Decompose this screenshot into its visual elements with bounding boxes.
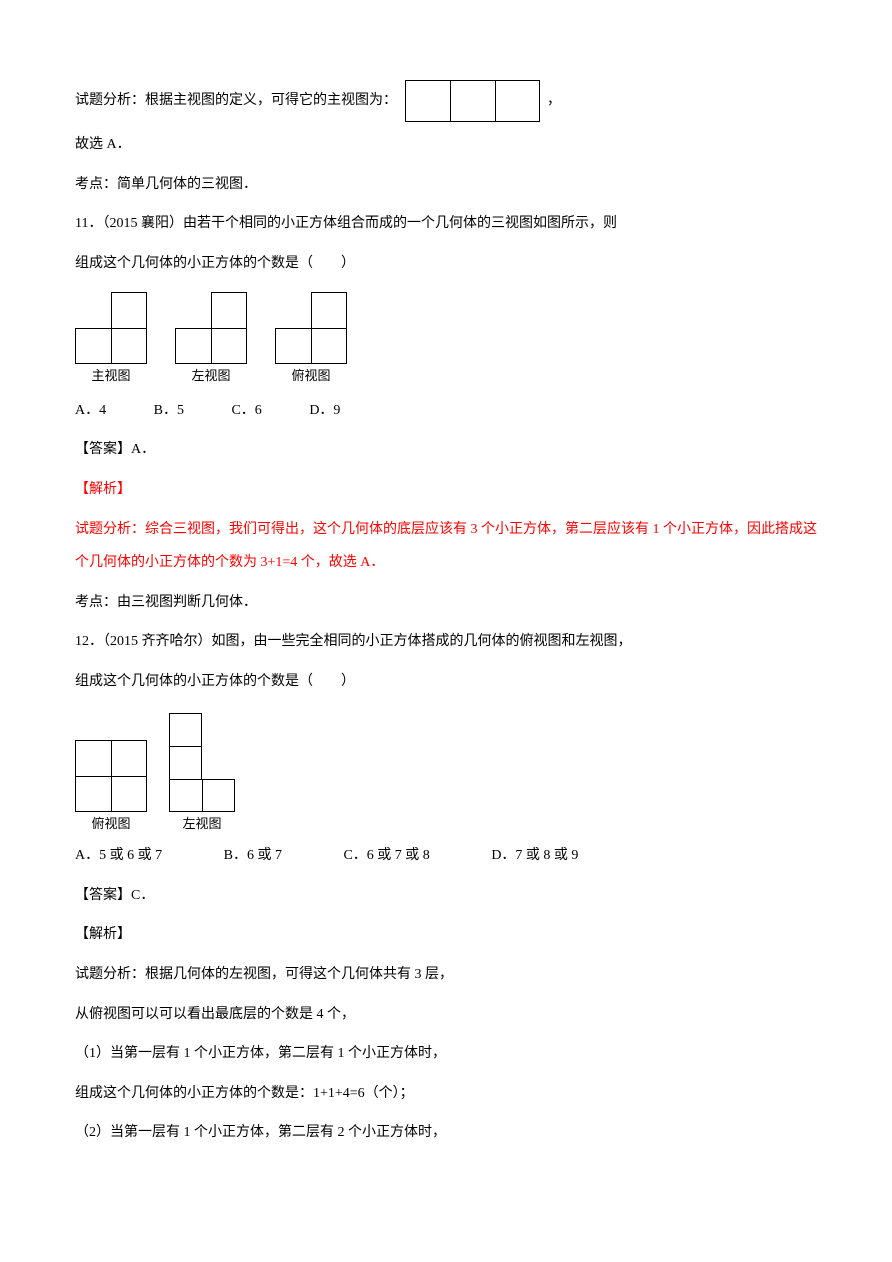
option-b-q12: B．6 或 7 <box>224 848 282 863</box>
text-suffix: ， <box>547 93 561 108</box>
main-view-label: 主视图 <box>91 366 130 386</box>
options-q12: A．5 或 6 或 7 B．6 或 7 C．6 或 7 或 8 D．7 或 8 … <box>75 839 817 873</box>
top-view-label-q12: 俯视图 <box>91 814 130 834</box>
text: 试题分析：根据主视图的定义，可得它的主视图为： <box>75 93 397 108</box>
front-view-diagram-3cells <box>405 80 540 122</box>
option-d: D．9 <box>309 403 340 418</box>
option-c-q12: C．6 或 7 或 8 <box>343 848 429 863</box>
three-views-q11: 主视图 左视图 俯视图 <box>75 292 817 386</box>
analysis-q12-l3: （1）当第一层有 1 个小正方体，第二层有 1 个小正方体时， <box>75 1037 817 1071</box>
top-view-shape-q12 <box>75 740 147 812</box>
answer-q12: 【答案】C． <box>75 879 817 913</box>
top-view-block: 俯视图 <box>275 292 347 386</box>
analysis-text: 试题分析：根据主视图的定义，可得它的主视图为： ， <box>75 80 817 122</box>
main-view-shape <box>75 292 147 364</box>
option-b: B．5 <box>154 403 184 418</box>
question-11-line1: 11．（2015 襄阳）由若干个相同的小正方体组合而成的一个几何体的三视图如图所… <box>75 207 817 241</box>
question-12-line2: 组成这个几何体的小正方体的个数是（ ） <box>75 665 817 699</box>
two-views-q12: 俯视图 左视图 <box>75 713 817 834</box>
left-view-block-q12: 左视图 <box>169 713 235 834</box>
top-view-shape <box>275 292 347 364</box>
question-11-line2: 组成这个几何体的小正方体的个数是（ ） <box>75 247 817 281</box>
left-view-label-q12: 左视图 <box>182 814 221 834</box>
top-view-label: 俯视图 <box>291 366 330 386</box>
left-view-shape-q12 <box>169 713 235 812</box>
conclusion: 故选 A． <box>75 128 817 162</box>
analysis-q12-l1: 试题分析：根据几何体的左视图，可得这个几何体共有 3 层， <box>75 958 817 992</box>
answer-q11: 【答案】A． <box>75 433 817 467</box>
option-a-q12: A．5 或 6 或 7 <box>75 848 162 863</box>
question-12-line1: 12．（2015 齐齐哈尔）如图，由一些完全相同的小正方体搭成的几何体的俯视图和… <box>75 625 817 659</box>
left-view-shape <box>175 292 247 364</box>
left-view-block: 左视图 <box>175 292 247 386</box>
analysis-label-q11: 【解析】 <box>75 473 817 507</box>
kaodian: 考点：简单几何体的三视图． <box>75 168 817 202</box>
analysis-q12-l5: （2）当第一层有 1 个小正方体，第二层有 2 个小正方体时， <box>75 1116 817 1150</box>
left-view-label: 左视图 <box>191 366 230 386</box>
analysis-q12-l2: 从俯视图可以可以看出最底层的个数是 4 个， <box>75 998 817 1032</box>
options-q11: A．4 B．5 C．6 D．9 <box>75 394 817 428</box>
top-view-block-q12: 俯视图 <box>75 740 147 834</box>
option-d-q12: D．7 或 8 或 9 <box>491 848 578 863</box>
option-c: C．6 <box>231 403 261 418</box>
kaodian-q11: 考点：由三视图判断几何体． <box>75 586 817 620</box>
option-a: A．4 <box>75 403 106 418</box>
analysis-label-q12: 【解析】 <box>75 918 817 952</box>
analysis-q12-l4: 组成这个几何体的小正方体的个数是：1+1+4=6（个）； <box>75 1077 817 1111</box>
main-view-block: 主视图 <box>75 292 147 386</box>
analysis-body-q11: 试题分析：综合三视图，我们可得出，这个几何体的底层应该有 3 个小正方体，第二层… <box>75 513 817 580</box>
